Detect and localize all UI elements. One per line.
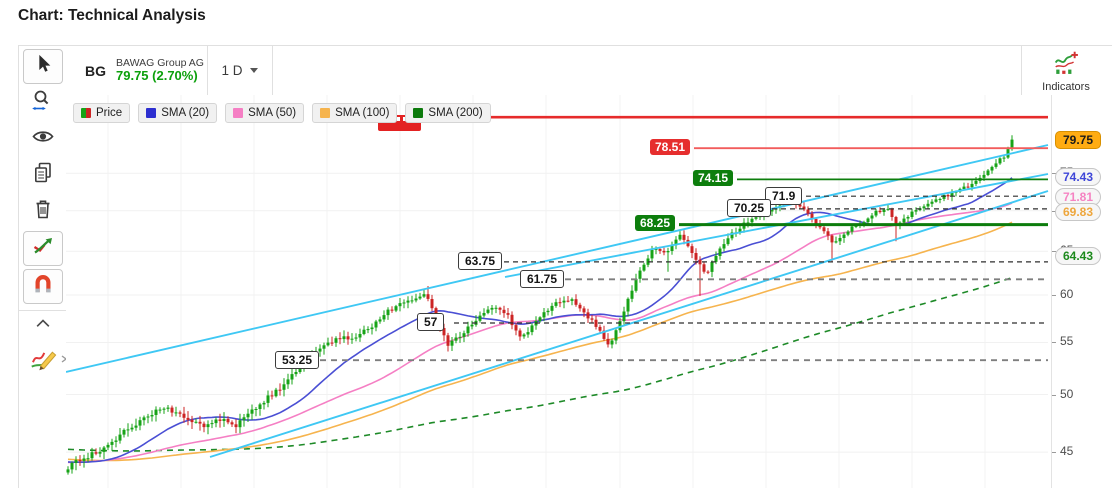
legend-label: SMA (200)	[428, 107, 483, 119]
axis-tick-mark	[1052, 342, 1056, 343]
cell-separator	[272, 46, 273, 95]
copy-icon	[31, 161, 55, 190]
chevron-down-icon	[249, 68, 258, 73]
price-chart-svg[interactable]	[66, 95, 1051, 488]
cursor-tool-button[interactable]	[22, 49, 63, 84]
timeframe-dropdown[interactable]: 1 D	[207, 46, 272, 95]
card-left-border	[18, 45, 19, 488]
level-badge[interactable]: 53.25	[275, 350, 320, 369]
level-badge[interactable]: 70.25	[727, 199, 772, 218]
level-badge[interactable]: 63.75	[458, 252, 503, 271]
axis-tick-mark	[1052, 173, 1056, 174]
zoom-tool-button[interactable]	[24, 87, 62, 120]
axis-tick-mark	[1052, 395, 1056, 396]
page-title: Chart: Technical Analysis	[18, 7, 206, 24]
y-axis-tick: 50	[1060, 386, 1074, 401]
submenu-arrow-icon	[60, 351, 68, 369]
timeframe-label: 1 D	[221, 63, 243, 78]
toolbar-top-border	[18, 45, 1112, 46]
trend-lines-icon	[31, 234, 55, 263]
sma-value-label: 69.83	[1055, 203, 1102, 222]
level-badge[interactable]: 78.51	[650, 138, 691, 155]
level-badge[interactable]: 74.15	[693, 169, 734, 186]
drawing-toolbar	[19, 46, 67, 488]
magnet-tool-button[interactable]	[22, 269, 63, 304]
price-change: 79.75 (2.70%)	[116, 68, 198, 84]
legend-label: SMA (100)	[335, 107, 390, 119]
axis-tick-mark	[1052, 251, 1056, 252]
trend-lines-tool-button[interactable]	[22, 231, 63, 266]
price-swatch-icon	[81, 108, 91, 118]
indicators-icon	[1053, 49, 1079, 80]
sma100-swatch-icon	[320, 108, 331, 118]
chart-legend: Price SMA (20) SMA (50) SMA (100) SMA (2…	[73, 103, 491, 123]
indicators-button[interactable]: Indicators	[1022, 46, 1110, 95]
trash-icon	[31, 197, 55, 226]
trendline	[209, 190, 1049, 458]
cell-separator	[1021, 46, 1022, 95]
axis-tick-mark	[1052, 211, 1056, 212]
legend-chip-sma20[interactable]: SMA (20)	[138, 103, 218, 123]
chart-area[interactable]: 78.51 74.15 71.9 70.25 68.25 63.75 61.75 57 53.2…	[66, 95, 1112, 488]
cell-separator	[207, 46, 208, 95]
zoom-icon	[31, 89, 55, 118]
clipped-label-text	[385, 117, 414, 121]
y-axis-tick: 45	[1060, 444, 1074, 459]
chevron-up-icon	[33, 316, 53, 335]
level-badges-layer: 78.51 74.15 71.9 70.25 68.25 63.75 61.75 57 53.2…	[66, 95, 1051, 488]
indicators-button-label: Indicators	[1042, 80, 1090, 93]
legend-label: SMA (20)	[161, 107, 210, 119]
legend-chip-sma100[interactable]: SMA (100)	[312, 103, 398, 123]
level-badge[interactable]: 57	[417, 313, 445, 332]
level-badge[interactable]: 61.75	[520, 269, 565, 288]
visibility-tool-button[interactable]	[24, 123, 62, 156]
legend-label: SMA (50)	[248, 107, 297, 119]
level-badge[interactable]: 71.9	[765, 186, 803, 205]
sma20-swatch-icon	[146, 108, 157, 118]
sma-line-50	[67, 202, 1013, 464]
y-axis-tick: 55	[1060, 334, 1074, 349]
sma200-swatch-icon	[413, 108, 424, 118]
chart-toolbar: BG BAWAG Group AG 79.75 (2.70%) 1 D Indi…	[66, 46, 1112, 95]
y-axis-tick: 60	[1060, 286, 1074, 301]
axis-tick-mark	[1052, 295, 1056, 296]
legend-chip-sma200[interactable]: SMA (200)	[405, 103, 491, 123]
level-badge[interactable]: 68.25	[635, 215, 676, 232]
legend-label: Price	[96, 107, 123, 119]
collapse-toolbar-button[interactable]	[24, 314, 62, 336]
sma-line-200	[67, 276, 1013, 452]
company-name: BAWAG Group AG	[116, 57, 204, 69]
copy-tool-button[interactable]	[24, 159, 62, 192]
toolbar-separator	[19, 310, 66, 311]
sma50-swatch-icon	[233, 108, 244, 118]
draw-pencil-icon	[28, 341, 58, 376]
eye-icon	[31, 125, 55, 154]
sma-value-label: 64.43	[1055, 247, 1102, 266]
magnet-icon	[31, 272, 55, 301]
delete-tool-button[interactable]	[24, 195, 62, 228]
symbol-cell[interactable]: BG BAWAG Group AG 79.75 (2.70%)	[66, 46, 207, 95]
legend-chip-price[interactable]: Price	[73, 103, 131, 123]
trendline	[66, 144, 1049, 373]
cursor-icon	[32, 53, 54, 80]
legend-chip-sma50[interactable]: SMA (50)	[225, 103, 305, 123]
axis-tick-mark	[1052, 452, 1056, 453]
sma-line-100	[67, 221, 1013, 462]
draw-tool-button[interactable]	[24, 339, 67, 377]
sma-value-label: 74.43	[1055, 168, 1102, 187]
symbol-ticker: BG	[85, 62, 106, 79]
current-price-label: 79.75	[1055, 130, 1102, 149]
